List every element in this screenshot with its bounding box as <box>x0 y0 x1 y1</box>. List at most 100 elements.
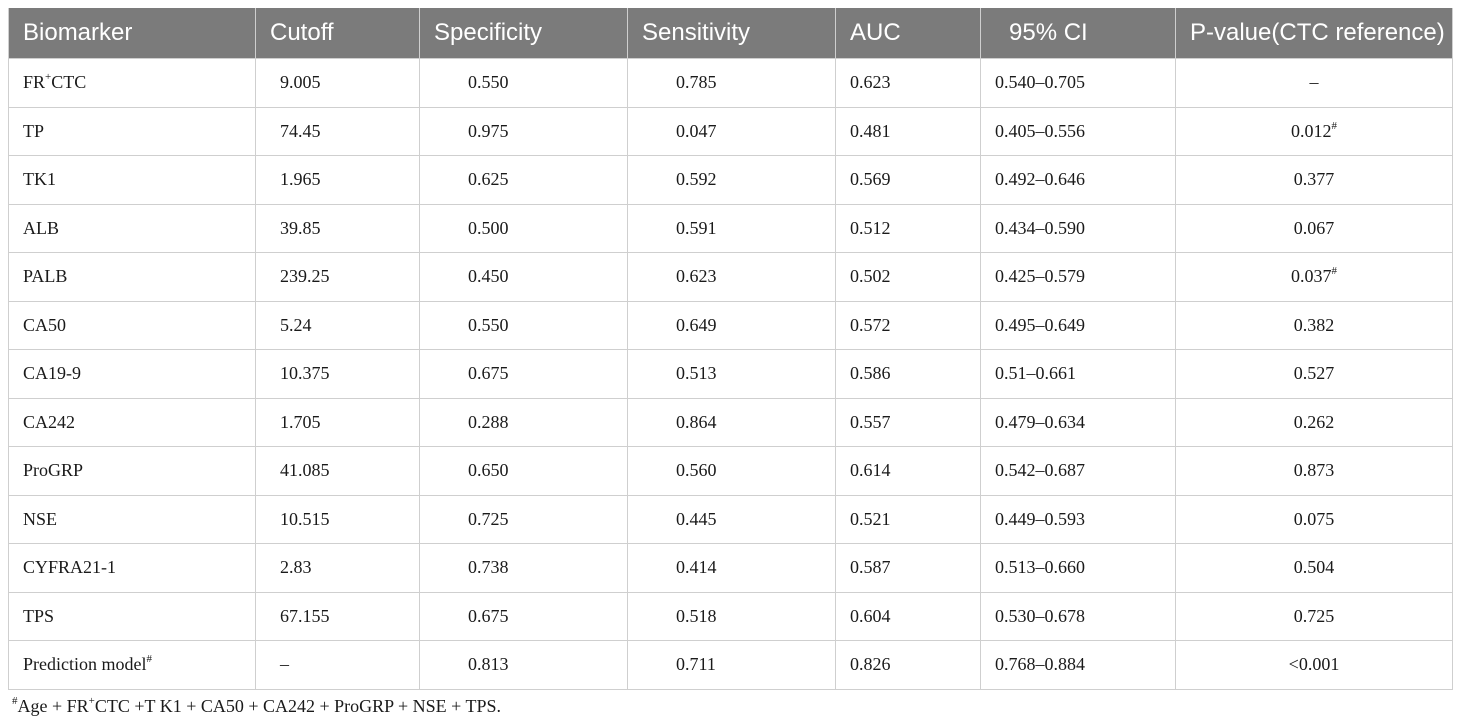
cell-specificity: 0.738 <box>419 543 628 593</box>
p-value-text: 0.725 <box>1293 605 1335 626</box>
cell-ci: 0.449–0.593 <box>980 494 1176 544</box>
p-value-text: 0.262 <box>1293 411 1335 432</box>
cell-ci: 0.492–0.646 <box>980 155 1176 205</box>
header-p-value: P-value(CTC reference) <box>1175 8 1453 59</box>
cell-cutoff: 67.155 <box>255 591 420 641</box>
cell-sensitivity: 0.785 <box>627 58 836 108</box>
cell-cutoff: 39.85 <box>255 203 420 253</box>
cell-sensitivity: 0.623 <box>627 252 836 302</box>
cell-cutoff: 41.085 <box>255 446 420 496</box>
cell-specificity: 0.288 <box>419 397 628 447</box>
p-value-text: 0.012 <box>1291 120 1332 141</box>
cell-auc: 0.572 <box>835 300 981 350</box>
cell-p-value: 0.382 <box>1175 300 1453 350</box>
p-value-superscript: # <box>1331 119 1338 132</box>
table-row: ProGRP 41.085 0.650 0.560 0.614 0.542–0.687 0.… <box>8 446 1453 496</box>
cell-biomarker: TK1 <box>8 155 256 205</box>
biomarker-name: TPS <box>23 605 55 626</box>
cell-auc: 0.502 <box>835 252 981 302</box>
cell-specificity: 0.650 <box>419 446 628 496</box>
table-row: Prediction model# –0.813 0.711 0.826 0.768–0… <box>8 640 1453 690</box>
cell-p-value: <0.001 <box>1175 640 1453 690</box>
cell-ci: 0.495–0.649 <box>980 300 1176 350</box>
table-row: FR+CTC 9.005 0.550 0.785 0.623 0.540–0.705– <box>8 58 1453 108</box>
cell-ci: 0.540–0.705 <box>980 58 1176 108</box>
p-value-superscript: # <box>1331 265 1338 278</box>
table-row: CYFRA21-1 2.83 0.738 0.414 0.587 0.513–0.660 0… <box>8 543 1453 593</box>
cell-p-value: 0.725 <box>1175 591 1453 641</box>
cell-ci: 0.434–0.590 <box>980 203 1176 253</box>
footnote-marker: # <box>12 695 18 707</box>
header-specificity: Specificity <box>419 8 628 59</box>
cell-biomarker: CA242 <box>8 397 256 447</box>
cell-biomarker: ALB <box>8 203 256 253</box>
cell-cutoff: 74.45 <box>255 106 420 156</box>
table-row: TPS 67.155 0.675 0.518 0.604 0.530–0.678 0.725 <box>8 591 1453 641</box>
header-cutoff: Cutoff <box>255 8 420 59</box>
header-sensitivity: Sensitivity <box>627 8 836 59</box>
footnote-text-end: CTC +T K1 + CA50 + CA242 + ProGRP + NSE … <box>94 696 502 716</box>
biomarker-name-suffix: CTC <box>51 72 87 93</box>
cell-ci: 0.425–0.579 <box>980 252 1176 302</box>
table-row: CA50 5.24 0.550 0.649 0.572 0.495–0.649 0.382 <box>8 300 1453 350</box>
cell-cutoff: 10.375 <box>255 349 420 399</box>
cell-ci: 0.479–0.634 <box>980 397 1176 447</box>
cell-biomarker: Prediction model# <box>8 640 256 690</box>
cell-auc: 0.557 <box>835 397 981 447</box>
cell-ci: 0.768–0.884 <box>980 640 1176 690</box>
cell-p-value: 0.873 <box>1175 446 1453 496</box>
cell-biomarker: NSE <box>8 494 256 544</box>
biomarker-name: ALB <box>23 217 59 238</box>
cell-auc: 0.481 <box>835 106 981 156</box>
header-biomarker: Biomarker <box>8 8 256 59</box>
cell-p-value: 0.377 <box>1175 155 1453 205</box>
biomarker-name: CA242 <box>23 411 76 432</box>
cell-auc: 0.826 <box>835 640 981 690</box>
cell-sensitivity: 0.518 <box>627 591 836 641</box>
biomarker-name: ProGRP <box>23 460 84 481</box>
cell-cutoff: 5.24 <box>255 300 420 350</box>
cell-p-value: 0.067 <box>1175 203 1453 253</box>
table-row: CA19-9 10.375 0.675 0.513 0.586 0.51–0.661 0.5… <box>8 349 1453 399</box>
table-header-row: Biomarker Cutoff Specificity Sensitivity… <box>8 8 1453 59</box>
cell-auc: 0.623 <box>835 58 981 108</box>
cell-sensitivity: 0.414 <box>627 543 836 593</box>
biomarker-superscript: # <box>146 653 152 666</box>
cell-biomarker: FR+CTC <box>8 58 256 108</box>
cell-specificity: 0.550 <box>419 300 628 350</box>
cell-p-value: 0.012# <box>1175 106 1453 156</box>
p-value-text: – <box>1309 72 1319 93</box>
biomarker-name: CYFRA21-1 <box>23 557 117 578</box>
biomarker-name: FR <box>23 72 46 93</box>
p-value-text: 0.873 <box>1293 460 1335 481</box>
cell-ci: 0.51–0.661 <box>980 349 1176 399</box>
cell-sensitivity: 0.592 <box>627 155 836 205</box>
cell-specificity: 0.675 <box>419 349 628 399</box>
cell-cutoff: 239.25 <box>255 252 420 302</box>
table-row: NSE 10.515 0.725 0.445 0.521 0.449–0.593 0.075 <box>8 494 1453 544</box>
cell-auc: 0.512 <box>835 203 981 253</box>
table-footnote: #Age + FR+CTC +T K1 + CA50 + CA242 + Pro… <box>12 696 501 717</box>
cell-sensitivity: 0.711 <box>627 640 836 690</box>
biomarker-name: NSE <box>23 508 58 529</box>
cell-sensitivity: 0.445 <box>627 494 836 544</box>
cell-p-value: 0.527 <box>1175 349 1453 399</box>
p-value-text: 0.075 <box>1293 508 1335 529</box>
cell-cutoff: 9.005 <box>255 58 420 108</box>
cell-cutoff: – <box>255 640 420 690</box>
cell-specificity: 0.813 <box>419 640 628 690</box>
cell-cutoff: 2.83 <box>255 543 420 593</box>
footnote-text-start: Age + FR <box>17 696 89 716</box>
cell-p-value: – <box>1175 58 1453 108</box>
cell-ci: 0.405–0.556 <box>980 106 1176 156</box>
cell-biomarker: TPS <box>8 591 256 641</box>
table-row: PALB 239.25 0.450 0.623 0.502 0.425–0.579 0.03… <box>8 252 1453 302</box>
table-row: TP 74.45 0.975 0.047 0.481 0.405–0.556 0.012# <box>8 106 1453 156</box>
table-row: TK1 1.965 0.625 0.592 0.569 0.492–0.646 0.377 <box>8 155 1453 205</box>
cell-sensitivity: 0.047 <box>627 106 836 156</box>
p-value-text: 0.504 <box>1293 557 1335 578</box>
biomarker-table: Biomarker Cutoff Specificity Sensitivity… <box>8 8 1453 690</box>
cell-p-value: 0.504 <box>1175 543 1453 593</box>
cell-auc: 0.586 <box>835 349 981 399</box>
cell-biomarker: CA19-9 <box>8 349 256 399</box>
